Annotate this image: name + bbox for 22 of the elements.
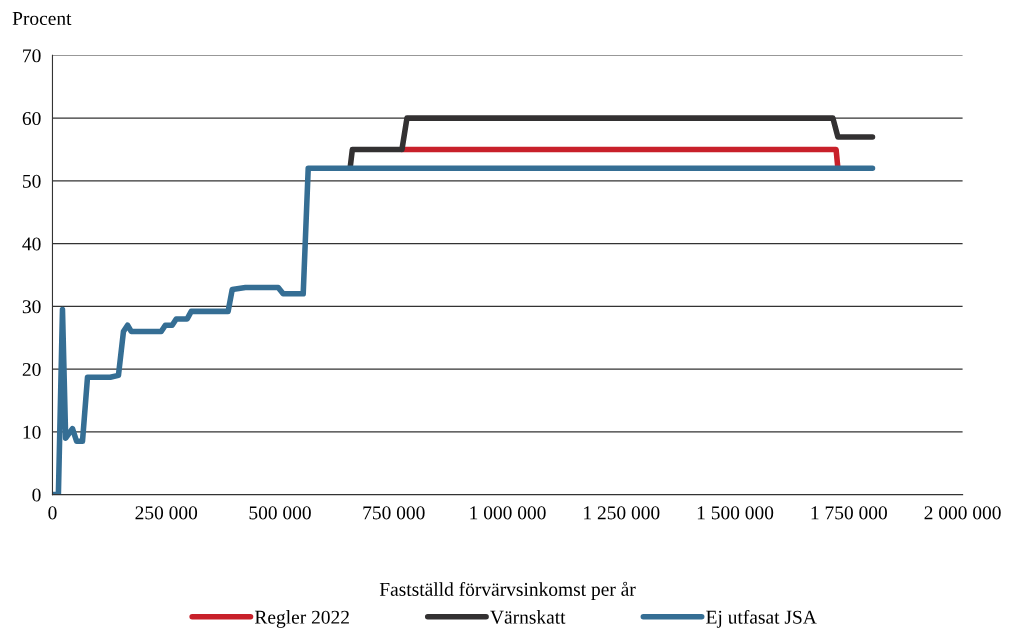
x-tick-label: 750 000 [363, 506, 425, 520]
x-axis-title: Fastställd förvärvsinkomst per år [379, 581, 636, 600]
y-tick-label: 20 [22, 362, 41, 377]
x-tick-label: 2 000 000 [924, 506, 1001, 520]
x-tick-label: 0 [48, 506, 57, 520]
legend-label: Ej utfasat JSA [706, 609, 817, 628]
y-tick-label: 60 [22, 111, 41, 126]
x-tick-label: 500 000 [249, 506, 311, 520]
legend-label: Värnskatt [490, 610, 566, 624]
y-axis-title: Procent [12, 12, 72, 26]
x-tick-label: 250 000 [135, 506, 198, 520]
y-tick-label: 70 [23, 49, 41, 63]
x-tick-label: 1 500 000 [697, 506, 774, 520]
legend-label: Regler 2022 [254, 610, 349, 628]
y-tick-label: 0 [32, 488, 41, 502]
y-tick-label: 30 [22, 300, 41, 314]
x-tick-label: 1 250 000 [584, 506, 660, 520]
x-tick-label: 1 000 000 [470, 506, 546, 520]
x-tick-label: 1 750 000 [811, 506, 887, 520]
y-tick-label: 40 [22, 237, 41, 251]
y-tick-label: 10 [23, 425, 41, 439]
y-tick-label: 50 [23, 174, 41, 188]
